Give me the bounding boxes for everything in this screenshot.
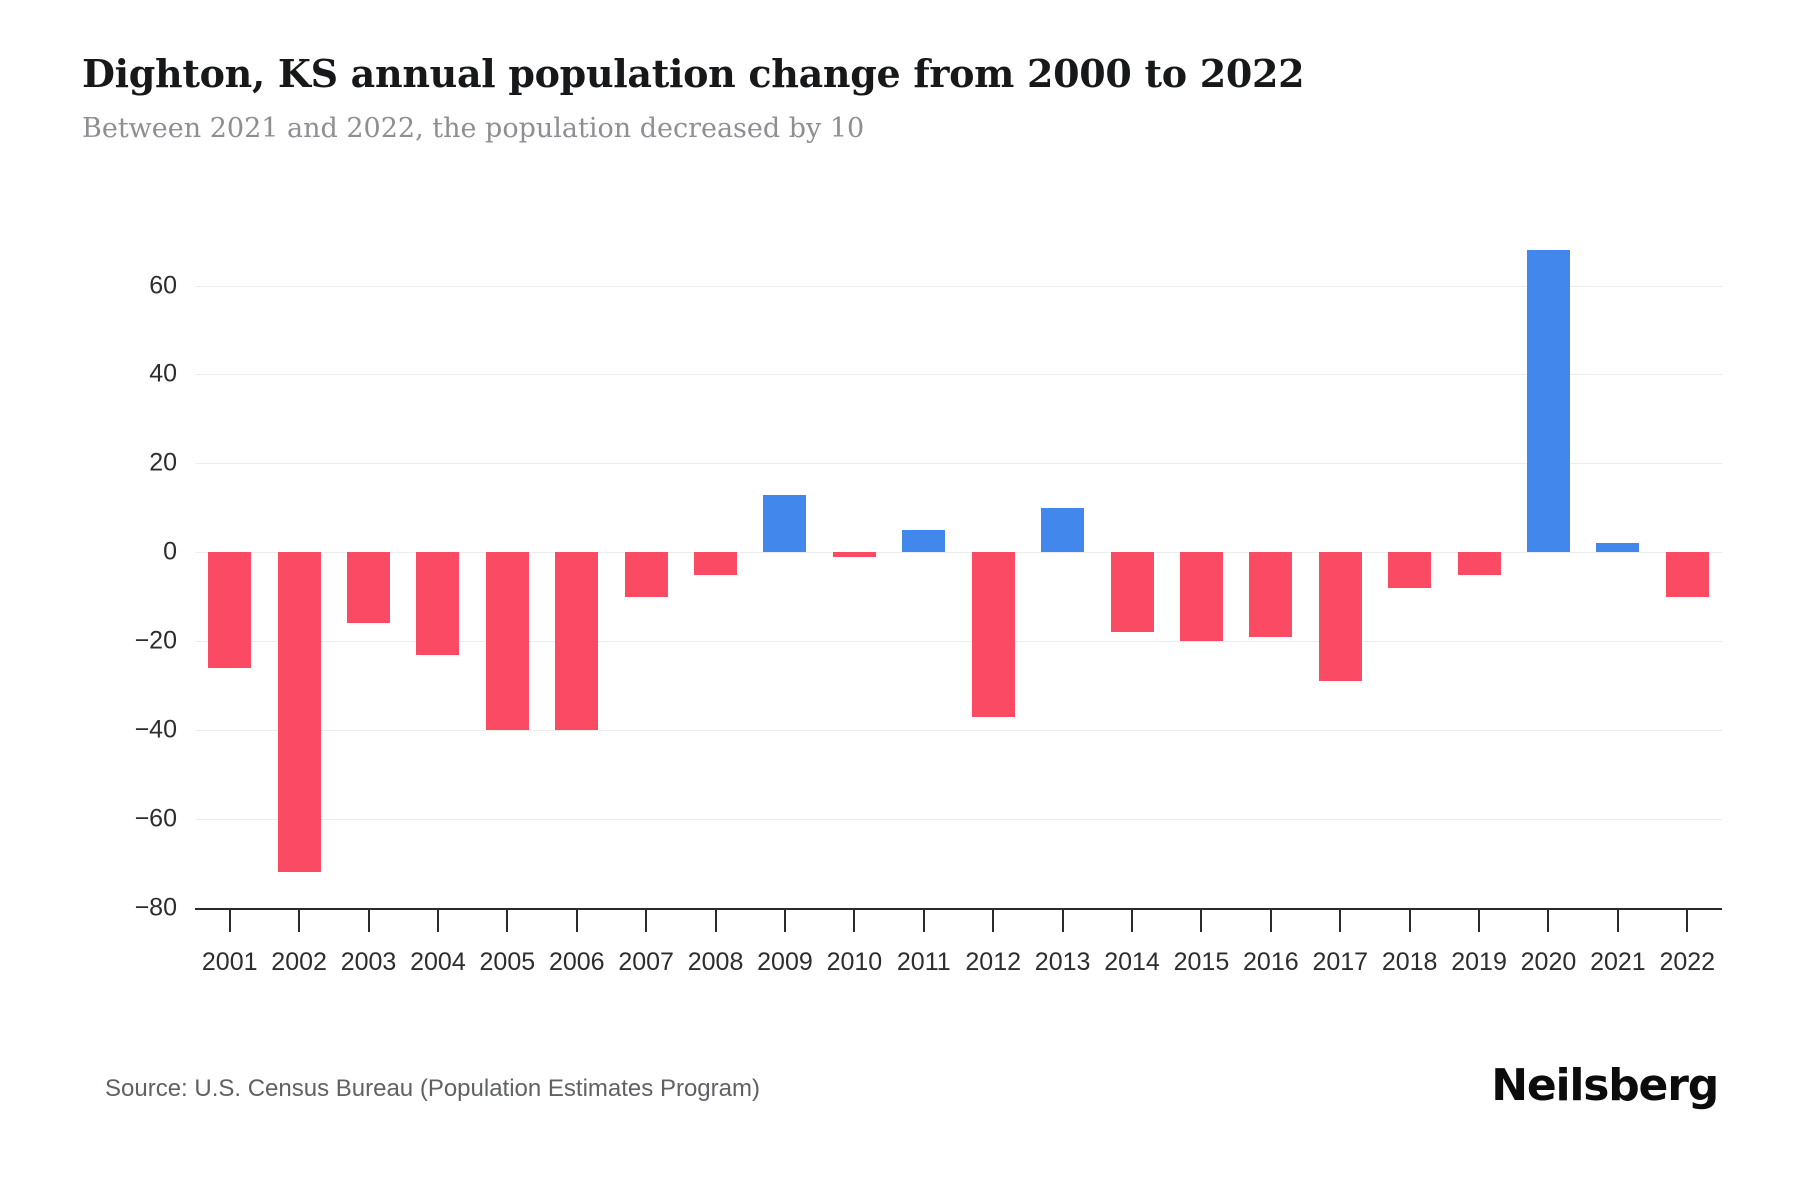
x-axis [82, 210, 1722, 950]
gridline-60 [195, 285, 1722, 287]
y-tick-label: 0 [163, 537, 177, 566]
x-axis-line [195, 908, 1722, 910]
x-tick-label-2013: 2013 [1034, 948, 1091, 976]
bar-2003[interactable] [347, 552, 391, 624]
y-axis-tick-labels: 60 40 20 0 −20 −40 −60 −80 [82, 210, 1722, 950]
bar-2013[interactable] [1041, 507, 1085, 553]
y-tick-label: −40 [134, 715, 177, 744]
x-tick-2015 [1200, 910, 1203, 932]
x-tick-label-2017: 2017 [1312, 948, 1369, 976]
x-tick-label-2007: 2007 [618, 948, 674, 976]
x-tick-label-2011: 2011 [896, 948, 951, 976]
y-tick-label: 60 [149, 271, 177, 300]
bar-2006[interactable] [555, 552, 599, 731]
bar-2011[interactable] [902, 530, 946, 553]
x-tick-label-2019: 2019 [1451, 948, 1507, 976]
x-tick-2001 [228, 910, 231, 932]
bar-2015[interactable] [1179, 552, 1223, 642]
y-tick-label: −20 [134, 626, 177, 655]
x-axis-tick-labels: 2001 2002 2003 2004 2005 2006 2007 2008 2009 2010… [82, 210, 1722, 976]
bar-2012[interactable] [971, 552, 1015, 717]
x-tick-2022 [1686, 910, 1689, 932]
bar-2002[interactable] [277, 552, 321, 873]
gridline-0 [195, 552, 1722, 554]
bar-2010[interactable] [832, 552, 876, 557]
x-tick-2007 [645, 910, 648, 932]
x-tick-2003 [367, 910, 370, 932]
chart-header: Dighton, KS annual population change fro… [82, 51, 1702, 145]
x-tick-2006 [575, 910, 578, 932]
bar-2022[interactable] [1665, 552, 1709, 597]
y-tick-label: 20 [149, 448, 177, 477]
x-tick-2004 [436, 910, 439, 932]
x-tick-label-2002: 2002 [271, 948, 327, 976]
x-tick-2011 [922, 910, 925, 932]
x-tick-label-2009: 2009 [757, 948, 813, 976]
bar-series [82, 210, 1722, 950]
bar-2004[interactable] [416, 552, 460, 655]
x-tick-label-2022: 2022 [1659, 948, 1716, 976]
brand-logo: Neilsberg [1491, 1060, 1719, 1111]
gridline--60 [195, 819, 1722, 821]
x-tick-2021 [1616, 910, 1619, 932]
x-tick-2009 [783, 910, 786, 932]
x-tick-2013 [1061, 910, 1064, 932]
x-tick-2012 [992, 910, 995, 932]
gridline--40 [195, 730, 1722, 732]
x-tick-2005 [506, 910, 509, 932]
x-tick-label-2016: 2016 [1243, 948, 1299, 976]
bar-2009[interactable] [763, 494, 807, 553]
x-tick-label-2010: 2010 [826, 948, 883, 976]
x-tick-2008 [714, 910, 717, 932]
gridlines [82, 210, 1722, 950]
gridline-40 [195, 374, 1722, 376]
x-tick-2014 [1131, 910, 1134, 932]
x-tick-label-2020: 2020 [1520, 948, 1577, 976]
page-title: Dighton, KS annual population change fro… [82, 51, 1305, 96]
bar-2005[interactable] [485, 552, 529, 731]
y-tick-label: 40 [149, 359, 177, 388]
x-tick-label-2001: 2001 [201, 948, 258, 976]
x-tick-2010 [853, 910, 856, 932]
x-tick-label-2014: 2014 [1104, 948, 1160, 976]
x-tick-label-2003: 2003 [340, 948, 397, 976]
bar-2008[interactable] [694, 552, 738, 575]
x-tick-label-2015: 2015 [1173, 948, 1230, 976]
x-tick-label-2006: 2006 [548, 948, 605, 976]
source-note: Source: U.S. Census Bureau (Population E… [105, 1075, 760, 1102]
bar-2016[interactable] [1249, 552, 1293, 637]
plot-area: 60 40 20 0 −20 −40 −60 −80 2001 2002 2003 2004 2005… [82, 210, 1722, 976]
x-tick-2018 [1408, 910, 1411, 932]
x-tick-2017 [1339, 910, 1342, 932]
x-tick-2020 [1547, 910, 1550, 932]
x-tick-label-2018: 2018 [1381, 948, 1438, 976]
chart-subtitle: Between 2021 and 2022, the population de… [82, 112, 865, 144]
bar-2020[interactable] [1526, 250, 1570, 553]
bar-2021[interactable] [1596, 543, 1640, 553]
bar-2019[interactable] [1457, 552, 1501, 575]
bar-2017[interactable] [1318, 552, 1362, 682]
x-tick-label-2005: 2005 [479, 948, 536, 976]
bar-2018[interactable] [1388, 552, 1432, 588]
x-tick-label-2021: 2021 [1590, 948, 1646, 976]
y-tick-label: −80 [134, 893, 177, 922]
x-tick-2016 [1269, 910, 1272, 932]
gridline--20 [195, 641, 1722, 643]
x-tick-label-2012: 2012 [965, 948, 1022, 976]
bar-2001[interactable] [208, 552, 252, 668]
x-tick-label-2008: 2008 [687, 948, 744, 976]
y-tick-label: −60 [134, 804, 177, 833]
bar-2014[interactable] [1110, 552, 1154, 633]
x-tick-label-2004: 2004 [410, 948, 466, 976]
bar-2007[interactable] [624, 552, 668, 597]
x-tick-2019 [1478, 910, 1481, 932]
x-tick-2002 [298, 910, 301, 932]
gridline-20 [195, 463, 1722, 465]
